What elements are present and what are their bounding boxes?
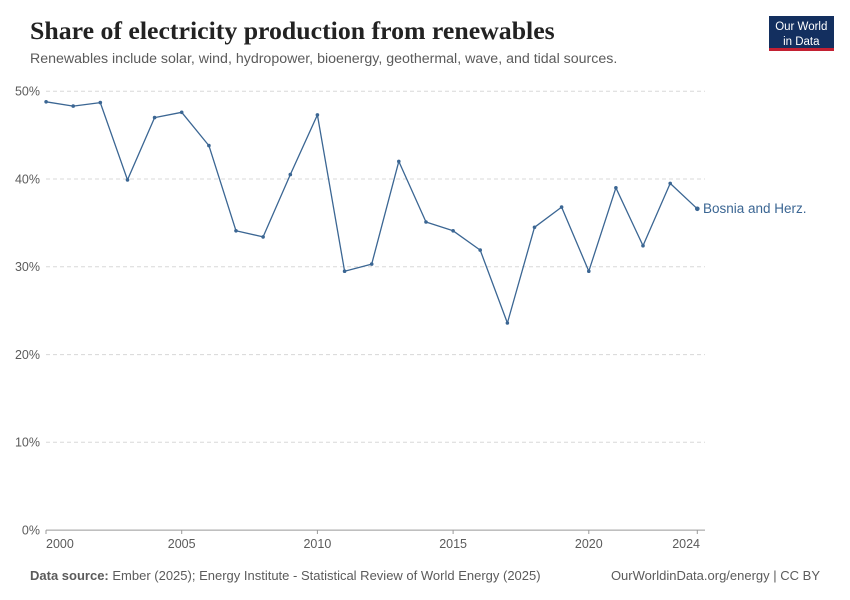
svg-text:20%: 20%	[15, 348, 40, 362]
svg-text:2015: 2015	[439, 537, 467, 551]
svg-text:2000: 2000	[46, 537, 74, 551]
svg-text:2010: 2010	[303, 537, 331, 551]
svg-text:2020: 2020	[575, 537, 603, 551]
svg-text:2024: 2024	[672, 537, 700, 551]
svg-text:50%: 50%	[15, 85, 40, 99]
svg-text:2005: 2005	[168, 537, 196, 551]
svg-text:10%: 10%	[15, 436, 40, 450]
svg-text:Bosnia and Herz.: Bosnia and Herz.	[703, 201, 807, 216]
svg-text:30%: 30%	[15, 260, 40, 274]
svg-text:0%: 0%	[22, 523, 40, 537]
svg-text:40%: 40%	[15, 172, 40, 186]
